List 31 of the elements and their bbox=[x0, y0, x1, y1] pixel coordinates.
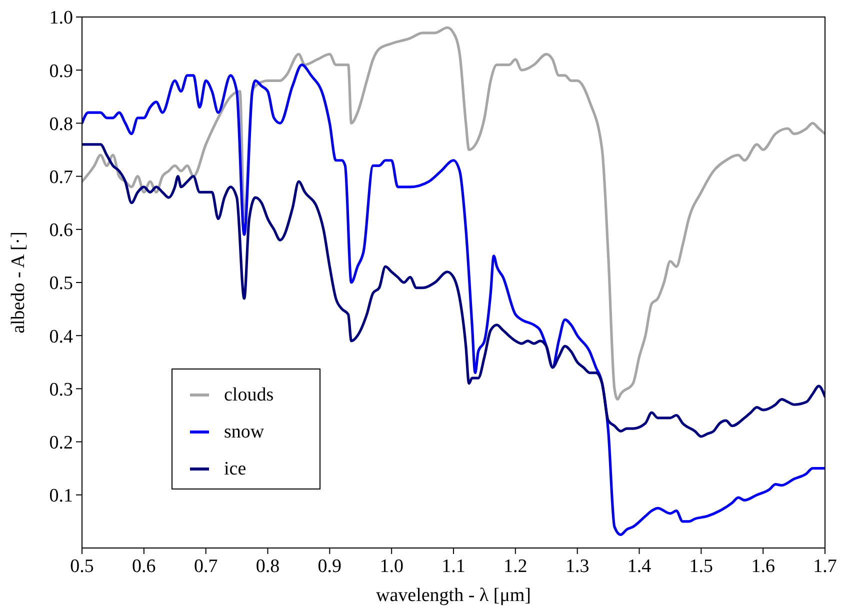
y-tick-label: 0.5 bbox=[49, 273, 73, 294]
y-tick-label: 0.1 bbox=[49, 486, 73, 507]
legend-label: clouds bbox=[224, 384, 274, 406]
x-tick-label: 0.9 bbox=[318, 556, 342, 577]
x-tick-label: 1.7 bbox=[813, 556, 837, 577]
y-tick-label: 0.8 bbox=[49, 114, 73, 135]
y-tick-label: 0.3 bbox=[49, 379, 73, 400]
x-tick-label: 0.5 bbox=[70, 556, 94, 577]
legend-label: ice bbox=[224, 458, 246, 480]
y-tick-label: 0.2 bbox=[49, 432, 73, 454]
x-tick-label: 1.6 bbox=[751, 556, 775, 577]
y-tick-label: 0.4 bbox=[49, 326, 74, 348]
x-axis-title: wavelength - λ [μm] bbox=[376, 585, 531, 606]
y-tick-label: 1.0 bbox=[49, 8, 73, 29]
y-tick-label: 0.9 bbox=[49, 60, 73, 82]
x-tick-label: 0.6 bbox=[132, 556, 156, 577]
x-tick-label: 1.3 bbox=[565, 556, 590, 577]
x-tick-label: 1.0 bbox=[380, 556, 404, 577]
x-tick-label: 1.4 bbox=[627, 556, 652, 577]
y-axis-title: albedo - A [·] bbox=[8, 232, 29, 334]
y-tick-label: 0.7 bbox=[49, 166, 73, 188]
y-tick-label: 0.6 bbox=[49, 220, 73, 242]
x-tick-label: 0.8 bbox=[256, 556, 280, 577]
line-series bbox=[82, 63, 825, 536]
x-tick-label: 1.1 bbox=[442, 556, 466, 577]
x-tick-label: 1.2 bbox=[504, 556, 528, 577]
line-series bbox=[82, 26, 825, 401]
legend-label: snow bbox=[224, 422, 264, 443]
line-series bbox=[82, 143, 825, 438]
x-tick-label: 0.7 bbox=[194, 556, 218, 577]
x-tick-label: 1.5 bbox=[689, 556, 714, 577]
